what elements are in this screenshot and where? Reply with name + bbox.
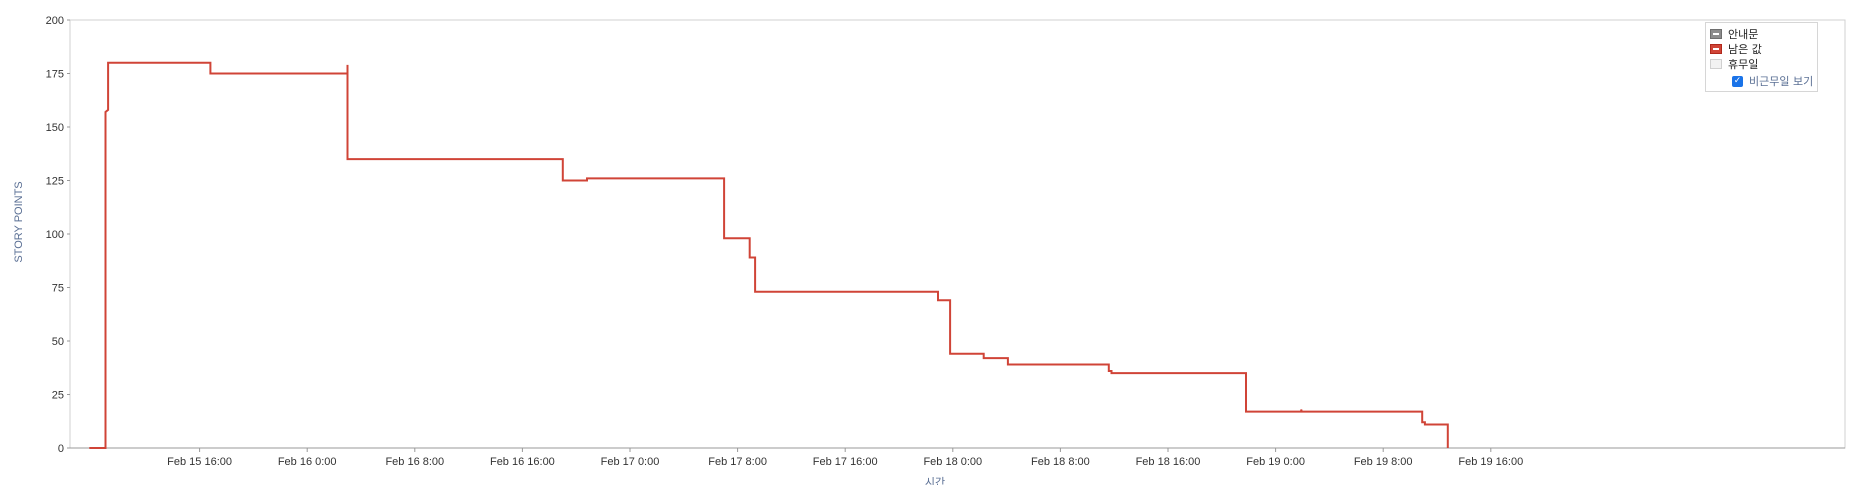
legend-label-guide: 안내문 (1728, 28, 1759, 41)
guide-swatch-icon (1710, 29, 1722, 39)
x-tick-label: Feb 19 0:00 (1246, 456, 1305, 468)
y-tick-label: 25 (52, 390, 64, 402)
show-non-working-days-label: 비근무일 보기 (1749, 75, 1814, 88)
y-tick-label: 125 (46, 176, 64, 188)
legend-item-guide[interactable]: 안내문 (1710, 27, 1758, 41)
x-tick-label: Feb 18 0:00 (923, 456, 982, 468)
x-tick-label: Feb 19 8:00 (1354, 456, 1413, 468)
x-tick-label: Feb 17 0:00 (601, 456, 660, 468)
x-tick-label: Feb 17 8:00 (708, 456, 767, 468)
x-tick-label: Feb 16 8:00 (385, 456, 444, 468)
y-axis-title: STORY POINTS (13, 181, 25, 262)
plot-border (69, 19, 1846, 449)
y-tick-label: 175 (46, 69, 64, 81)
y-tick-label: 50 (52, 336, 64, 348)
x-tick-label: Feb 18 16:00 (1136, 456, 1201, 468)
non-working-swatch-icon (1710, 59, 1722, 69)
legend-label-remaining: 남은 값 (1728, 43, 1762, 56)
legend-item-remaining[interactable]: 남은 값 (1710, 42, 1762, 56)
legend: 안내문 남은 값 휴무일 ✓ 비근무일 보기 (1705, 22, 1818, 92)
y-axis: 0 25 50 75 100 125 150 175 200 (46, 15, 70, 455)
x-tick-label: Feb 19 16:00 (1458, 456, 1523, 468)
show-non-working-days-toggle[interactable]: ✓ 비근무일 보기 (1732, 73, 1813, 89)
y-tick-label: 150 (46, 122, 64, 134)
y-tick-label: 75 (52, 283, 64, 295)
x-tick-label: Feb 16 0:00 (278, 456, 337, 468)
series-line-remaining (89, 61, 1449, 449)
x-tick-label: Feb 15 16:00 (167, 456, 232, 468)
legend-label-non-working: 휴무일 (1728, 58, 1759, 71)
remaining-swatch-icon (1710, 44, 1722, 54)
y-tick-label: 0 (58, 443, 64, 455)
y-tick-label: 200 (46, 15, 64, 27)
x-tick-label: Feb 17 16:00 (813, 456, 878, 468)
checkbox-checked-icon[interactable]: ✓ (1732, 75, 1743, 87)
x-axis: Feb 15 16:00 Feb 16 0:00 Feb 16 8:00 Feb 16… (70, 447, 1845, 468)
legend-item-non-working[interactable]: 휴무일 (1710, 57, 1758, 71)
x-tick-label: Feb 18 8:00 (1031, 456, 1090, 468)
x-tick-label: Feb 16 16:00 (490, 456, 555, 468)
y-tick-label: 100 (46, 229, 64, 241)
x-axis-title: 시간 (925, 476, 945, 485)
